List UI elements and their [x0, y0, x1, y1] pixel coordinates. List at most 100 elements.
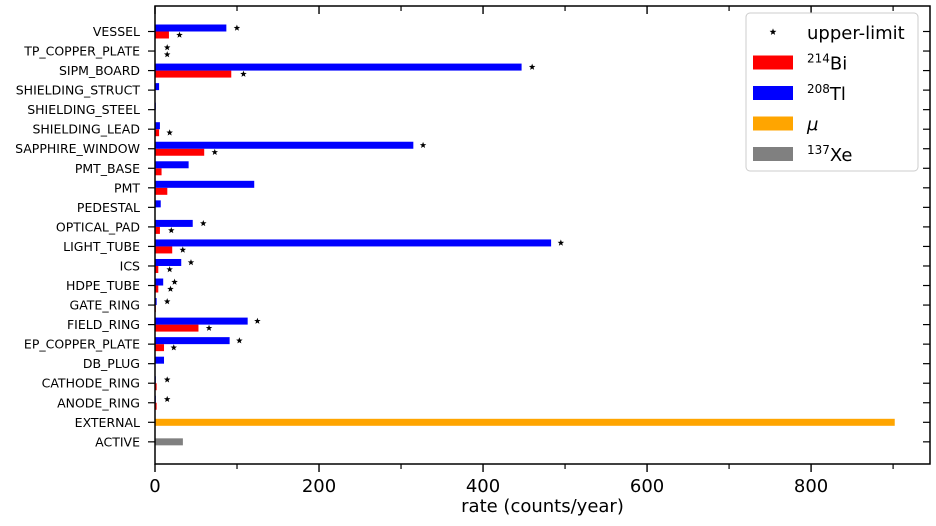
upper-limit-marker-shielding-lead [166, 129, 173, 136]
bar-208tl-pmt [155, 180, 255, 188]
y-axis: VESSEL TP_COPPER_PLATE SIPM_BOARD SHIELDING… [15, 24, 930, 449]
upper-limit-marker-anode-ring [163, 395, 171, 403]
y-tick-label-light-tube: LIGHT_TUBE [63, 239, 140, 254]
y-tick-label-sipm-board: SIPM_BOARD [59, 63, 140, 78]
upper-limit-marker-field-ring [205, 324, 213, 331]
bar-mu-external [155, 418, 895, 426]
bar-208tl-ep-copper-plate [155, 337, 230, 345]
legend-label-superscript: 137 [807, 143, 830, 157]
bar-208tl-optical-pad [155, 219, 193, 227]
upper-limit-marker-ep-copper-plate [170, 344, 177, 351]
bar-208tl-pmt-base [155, 161, 189, 169]
bar-214bi-hdpe-tube [155, 285, 159, 293]
bar-214bi-anode-ring [155, 402, 157, 410]
y-tick-label-active: ACTIVE [95, 434, 140, 449]
legend-label: 208Tl [807, 82, 846, 105]
bar-208tl-light-tube [155, 239, 552, 247]
plot-frame [154, 5, 931, 465]
upper-limit-marker-vessel [176, 31, 183, 38]
bar-214bi-pmt [155, 187, 168, 195]
bar-214bi-ics [155, 265, 159, 273]
legend-swatch [753, 147, 793, 161]
upper-limit-marker-hdpe-tube [167, 285, 174, 292]
y-tick-label-sapphire-window: SAPPHIRE_WINDOW [15, 141, 140, 156]
bar-208tl-shielding-lead [155, 122, 160, 130]
bar-137xe-active [155, 438, 183, 446]
x-tick-label: 800 [794, 476, 828, 497]
legend-label-text: Tl [829, 84, 846, 105]
y-tick-label-pedestal: PEDESTAL [77, 200, 140, 215]
bars-layer [155, 24, 895, 446]
bar-214bi-vessel [155, 31, 169, 39]
upper-limit-marker-ics [166, 266, 173, 273]
bar-208tl-sipm-board [155, 63, 522, 71]
legend-label: 137Xe [807, 143, 853, 166]
y-tick-label-hdpe-tube: HDPE_TUBE [66, 278, 140, 293]
bar-208tl-ics [155, 258, 182, 266]
bar-214bi-pmt-base [155, 168, 162, 176]
upper-limit-marker-field-ring [254, 317, 261, 324]
bar-214bi-shielding-lead [155, 129, 160, 137]
legend-label: 214Bi [807, 52, 847, 75]
x-tick-label: 200 [302, 476, 336, 497]
upper-limit-marker-optical-pad [168, 227, 175, 234]
upper-limit-marker-sapphire-window [419, 141, 427, 148]
y-tick-label-pmt: PMT [114, 180, 140, 195]
y-tick-label-anode-ring: ANODE_RING [57, 395, 140, 410]
bar-208tl-sapphire-window [155, 141, 414, 149]
legend-label: μ [806, 115, 818, 136]
upper-limit-marker-vessel [233, 24, 241, 31]
y-tick-label-shielding-steel: SHIELDING_STEEL [27, 102, 140, 117]
x-axis-label: rate (counts/year) [461, 496, 624, 517]
upper-limit-marker-light-tube [557, 239, 565, 246]
y-tick-label-gate-ring: GATE_RING [70, 298, 140, 313]
upper-limit-marker-sipm-board [528, 63, 536, 70]
bar-214bi-sapphire-window [155, 148, 205, 156]
bar-208tl-hdpe-tube [155, 278, 164, 286]
bar-214bi-sipm-board [155, 70, 232, 78]
y-tick-label-vessel: VESSEL [93, 24, 140, 39]
y-tick-label-cathode-ring: CATHODE_RING [42, 376, 140, 391]
upper-limit-marker-tp-copper-plate [163, 44, 171, 51]
y-tick-label-external: EXTERNAL [75, 415, 140, 430]
legend-swatch [753, 86, 793, 100]
y-tick-label-optical-pad: OPTICAL_PAD [56, 219, 140, 234]
upper-limit-marker-sapphire-window [211, 148, 218, 155]
bar-214bi-optical-pad [155, 226, 160, 234]
bar-208tl-vessel [155, 24, 227, 32]
y-tick-label-shielding-struct: SHIELDING_STRUCT [16, 83, 141, 98]
upper-limit-marker-optical-pad [200, 220, 207, 227]
y-tick-label-tp-copper-plate: TP_COPPER_PLATE [23, 44, 140, 59]
legend-label-text: Xe [830, 145, 853, 166]
x-tick-label: 0 [149, 476, 160, 497]
y-tick-label-field-ring: FIELD_RING [67, 317, 140, 332]
bar-208tl-db-plug [155, 356, 165, 364]
legend-label: upper-limit [807, 23, 905, 44]
upper-limit-marker-sipm-board [240, 70, 247, 77]
upper-limit-marker-cathode-ring [163, 376, 171, 383]
legend-swatch [753, 55, 793, 70]
legend-swatch [753, 116, 793, 131]
x-tick-label: 400 [466, 476, 500, 497]
bar-208tl-gate-ring [155, 298, 157, 306]
upper-limit-marker-gate-ring [163, 298, 171, 305]
legend-label-superscript: 208 [807, 82, 830, 96]
x-axis: 0 200 400 600 800 [149, 6, 894, 497]
legend-label-superscript: 214 [807, 52, 830, 66]
upper-limit-marker-tp-copper-plate [163, 51, 171, 58]
upper-limit-marker-ep-copper-plate [236, 337, 243, 344]
y-tick-label-ep-copper-plate: EP_COPPER_PLATE [24, 337, 140, 352]
y-tick-label-db-plug: DB_PLUG [83, 356, 140, 371]
y-tick-label-pmt-base: PMT_BASE [75, 161, 140, 176]
y-tick-label-shielding-lead: SHIELDING_LEAD [32, 122, 140, 137]
bar-208tl-shielding-struct [155, 83, 160, 91]
legend-label-text: Bi [830, 54, 847, 75]
bar-208tl-pedestal [155, 200, 161, 208]
upper-limit-marker-ics [187, 259, 195, 266]
upper-limit-marker-light-tube [179, 246, 187, 253]
bar-208tl-field-ring [155, 317, 248, 325]
legend-box [745, 12, 919, 172]
